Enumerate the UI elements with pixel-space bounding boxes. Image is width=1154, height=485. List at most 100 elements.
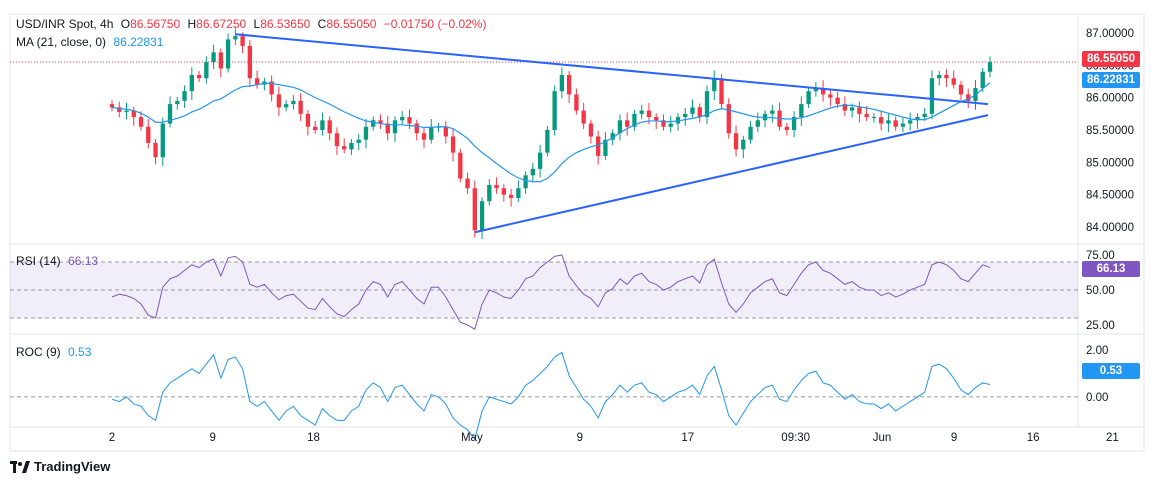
candle-body (668, 123, 673, 127)
candle-body (414, 123, 419, 134)
tradingview-logo[interactable]: TradingView (10, 459, 110, 474)
roc-tick-label: 0.00 (1086, 392, 1108, 404)
rsi-legend[interactable]: RSI (14) 66.13 (16, 254, 102, 268)
candle (900, 117, 906, 133)
candle-body (675, 117, 681, 124)
candle-body (748, 126, 753, 140)
candle-body (254, 78, 260, 85)
candle (472, 180, 477, 238)
candle (878, 111, 884, 131)
roc-pane[interactable] (10, 351, 1078, 441)
price-pane[interactable] (10, 28, 1078, 240)
candle-body (407, 117, 412, 124)
candle-body (719, 78, 724, 105)
candle-body (443, 126, 448, 137)
x-tick-label: Jun (873, 432, 892, 444)
candle-body (900, 123, 906, 127)
candle-body (225, 39, 231, 69)
candle-body (878, 117, 884, 124)
candle-body (922, 113, 927, 118)
candle-body (610, 133, 615, 140)
symbol-label[interactable]: USD/INR Spot, 4h (16, 17, 114, 31)
rsi-tick-label: 75.00 (1086, 250, 1115, 262)
candle-body (494, 185, 499, 189)
tradingview-logo-icon (10, 460, 30, 473)
candle (131, 106, 136, 126)
candle (443, 120, 448, 144)
x-tick-label: 9 (951, 432, 957, 444)
candle (770, 104, 775, 123)
high-value: 86.67250 (196, 17, 247, 31)
price-tick-label: 84.50000 (1086, 190, 1134, 202)
candle (857, 101, 862, 123)
ma-line (111, 82, 991, 183)
candle (501, 184, 506, 202)
candle-body (146, 126, 151, 143)
candle-body (117, 107, 122, 112)
candle-body (588, 123, 594, 137)
candle (421, 127, 427, 149)
candle (283, 100, 289, 112)
candle-body (334, 133, 340, 147)
candle (313, 120, 318, 134)
candle-body (458, 152, 463, 179)
candle (915, 113, 920, 130)
candle (109, 100, 115, 112)
candle-body (951, 78, 956, 85)
candle (400, 111, 405, 125)
candle-body (472, 188, 477, 231)
candle (820, 80, 826, 102)
candle-body (392, 120, 398, 134)
candle (167, 96, 173, 128)
candle-body (313, 126, 318, 130)
candle-body (182, 91, 187, 101)
candle-body (552, 91, 557, 130)
candle (799, 96, 804, 126)
candle-body (371, 120, 376, 127)
candle-body (625, 120, 630, 127)
candle-body (450, 136, 456, 153)
candle-body (704, 91, 710, 118)
x-tick-label: 16 (1027, 432, 1040, 444)
roc-legend[interactable]: ROC (9) 0.53 (16, 345, 95, 359)
candle-body (966, 94, 971, 101)
price-tick-label: 87.00000 (1086, 28, 1134, 40)
ma-value: 86.22831 (113, 35, 164, 49)
candle-body (937, 75, 942, 79)
candle (625, 112, 630, 136)
candle-body (429, 126, 434, 140)
price-tick-label: 85.50000 (1086, 125, 1134, 137)
candle-body (646, 110, 652, 118)
candle (806, 87, 811, 108)
candle (697, 103, 702, 123)
candle-body (218, 52, 224, 69)
candle-body (559, 75, 565, 92)
candle-body (175, 100, 180, 105)
candle (247, 40, 253, 87)
candle-body (421, 133, 427, 140)
candle-body (980, 71, 985, 88)
ma-legend[interactable]: MA (21, close, 0) 86.22831 (16, 35, 167, 49)
candle (146, 119, 151, 149)
candle-body (849, 107, 855, 111)
roc-price-label: 0.53 (1082, 363, 1140, 379)
candle-body (893, 120, 898, 127)
candle-body (864, 113, 869, 118)
candle-body (247, 45, 253, 79)
last-price-label: 86.55050 (1082, 51, 1140, 67)
candle (596, 130, 601, 165)
candle-body (545, 130, 550, 153)
change-value: −0.01750 (−0.02%) (383, 17, 487, 31)
candle-body (958, 84, 964, 95)
candle (450, 128, 456, 162)
candle-body (762, 113, 768, 121)
candle (487, 179, 492, 206)
candle (392, 116, 398, 142)
rsi-pane[interactable] (10, 254, 1078, 330)
rsi-value: 66.13 (68, 254, 99, 268)
ma-label: MA (21, close, 0) (16, 35, 107, 49)
candle (639, 104, 644, 120)
candle-body (661, 120, 666, 127)
candle (225, 33, 231, 73)
candle-body (523, 175, 528, 189)
